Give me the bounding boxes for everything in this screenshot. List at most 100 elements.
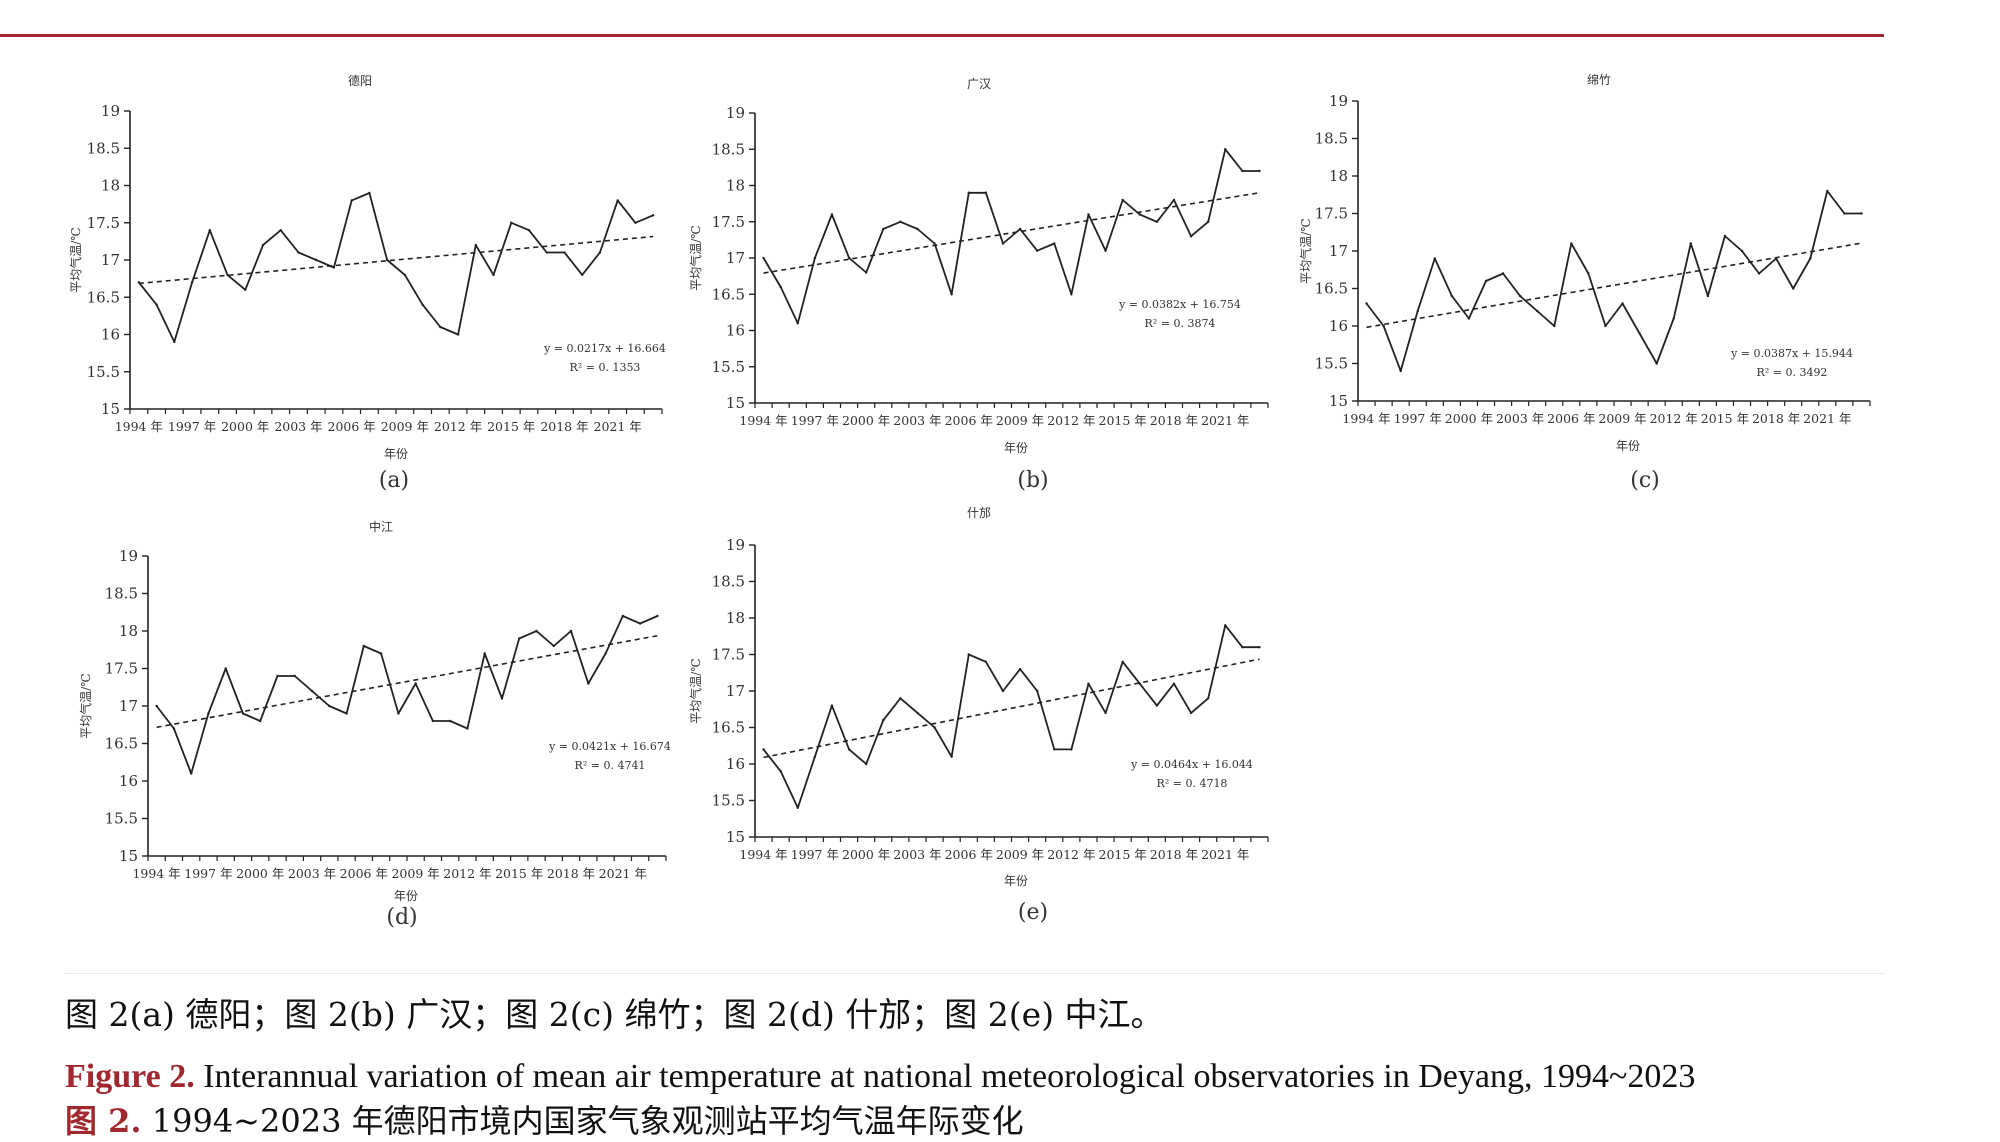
x-tick-label: 2018 年 (1752, 411, 1800, 426)
x-tick-label: 2009 年 (996, 847, 1044, 862)
y-axis-title: 平均气温/℃ (78, 673, 93, 738)
x-tick-label: 2006 年 (945, 413, 993, 428)
y-tick-label: 15 (726, 828, 745, 846)
x-tick-label: 2021 年 (599, 866, 647, 881)
data-point (950, 755, 953, 758)
data-point (1155, 220, 1159, 223)
data-point (1018, 667, 1022, 671)
data-point (1382, 324, 1385, 328)
data-point (1416, 309, 1419, 313)
data-point (1155, 704, 1159, 707)
y-tick-label: 15 (1329, 392, 1348, 410)
data-point (189, 772, 193, 775)
data-point (967, 191, 970, 194)
y-tick-label: 18.5 (105, 585, 138, 603)
data-point (345, 712, 348, 715)
data-point (1070, 293, 1073, 296)
data-point (403, 273, 407, 277)
data-point (1001, 689, 1005, 693)
x-tick-label: 2021 年 (1201, 847, 1249, 862)
y-axis-title: 平均气温/℃ (688, 658, 703, 723)
x-axis-title: 年份 (1616, 439, 1640, 453)
y-tick-label: 17.5 (712, 213, 745, 231)
data-point (899, 220, 902, 223)
data-point (1001, 242, 1005, 245)
data-point (1792, 287, 1795, 290)
trend-equation: y = 0.0382x + 16.754 (1118, 298, 1241, 311)
data-point (448, 719, 452, 723)
r-squared-label: R² = 0. 4741 (575, 759, 646, 772)
x-tick-label: 2000 年 (221, 419, 269, 434)
y-tick-label: 17.5 (105, 660, 138, 678)
data-point (155, 704, 158, 708)
data-point (762, 748, 765, 751)
y-tick-label: 19 (726, 104, 745, 122)
data-point (950, 293, 953, 296)
series-line (1365, 190, 1862, 372)
x-tick-label: 1994 年 (739, 413, 787, 428)
data-point (1757, 272, 1761, 275)
data-point (362, 644, 366, 648)
data-point (1843, 212, 1846, 215)
data-point (173, 340, 176, 344)
y-tick-label: 17 (726, 249, 745, 267)
data-point (864, 762, 868, 766)
data-point (241, 712, 245, 715)
data-point (492, 273, 495, 277)
x-tick-label: 2000 年 (1445, 411, 1493, 426)
chart-title: 什邡 (967, 505, 991, 520)
data-point (1224, 624, 1227, 627)
data-point (1621, 302, 1624, 305)
trend-line (1366, 242, 1862, 329)
data-point (967, 653, 970, 656)
x-tick-label: 2000 年 (236, 866, 284, 881)
data-point (1706, 294, 1710, 298)
y-tick-label: 16 (726, 755, 745, 773)
data-point (1121, 198, 1124, 202)
data-point (279, 229, 282, 232)
data-point (1587, 272, 1590, 275)
data-point (1206, 220, 1210, 223)
y-tick-label: 15 (726, 394, 745, 412)
x-tick-label: 2012 年 (1650, 411, 1698, 426)
data-point (1104, 711, 1107, 715)
data-point (1723, 234, 1727, 238)
trend-equation: y = 0.0464x + 16.044 (1130, 758, 1253, 771)
x-axis-title: 年份 (384, 447, 408, 461)
data-point (155, 303, 158, 306)
x-tick-label: 1997 年 (1394, 411, 1442, 426)
data-point (1189, 711, 1193, 715)
data-point (656, 614, 659, 618)
y-tick-label: 15 (101, 400, 120, 418)
x-tick-label: 2015 年 (1701, 411, 1749, 426)
x-axis-title: 年份 (1004, 441, 1028, 455)
data-point (779, 770, 782, 773)
y-tick-label: 18.5 (87, 139, 120, 157)
data-point (385, 258, 389, 262)
data-point (545, 251, 548, 254)
y-tick-label: 18 (101, 177, 120, 195)
data-point (1518, 294, 1522, 298)
data-point (224, 667, 227, 670)
figure-caption-zh-text: 1994~2023 年德阳市境内国家气象观测站平均气温年际变化 (141, 1102, 1024, 1140)
data-point (456, 333, 460, 336)
data-point (1860, 212, 1863, 215)
data-point (1053, 748, 1056, 751)
x-tick-label: 1994 年 (1342, 411, 1390, 426)
x-tick-label: 2000 年 (842, 847, 890, 862)
x-tick-label: 1997 年 (791, 847, 839, 862)
data-point (796, 806, 799, 809)
chart-panel-b: 广汉 15 15.5 16 16.5 17 17.5 18 18.5 19 1994 年 1997 年… (688, 77, 1269, 455)
data-point (1258, 169, 1261, 173)
y-tick-label: 17 (726, 682, 745, 700)
x-tick-label: 2009 年 (381, 419, 429, 434)
r-squared-label: R² = 0. 4718 (1157, 777, 1228, 790)
y-tick-label: 18 (726, 609, 745, 627)
data-point (813, 256, 817, 260)
y-tick-label: 15.5 (712, 792, 745, 810)
data-point (208, 229, 211, 232)
chart-title: 中江 (369, 519, 393, 534)
data-point (830, 704, 834, 707)
trend-equation: y = 0.0387x + 15.944 (1730, 347, 1853, 360)
trend-line (763, 191, 1260, 274)
